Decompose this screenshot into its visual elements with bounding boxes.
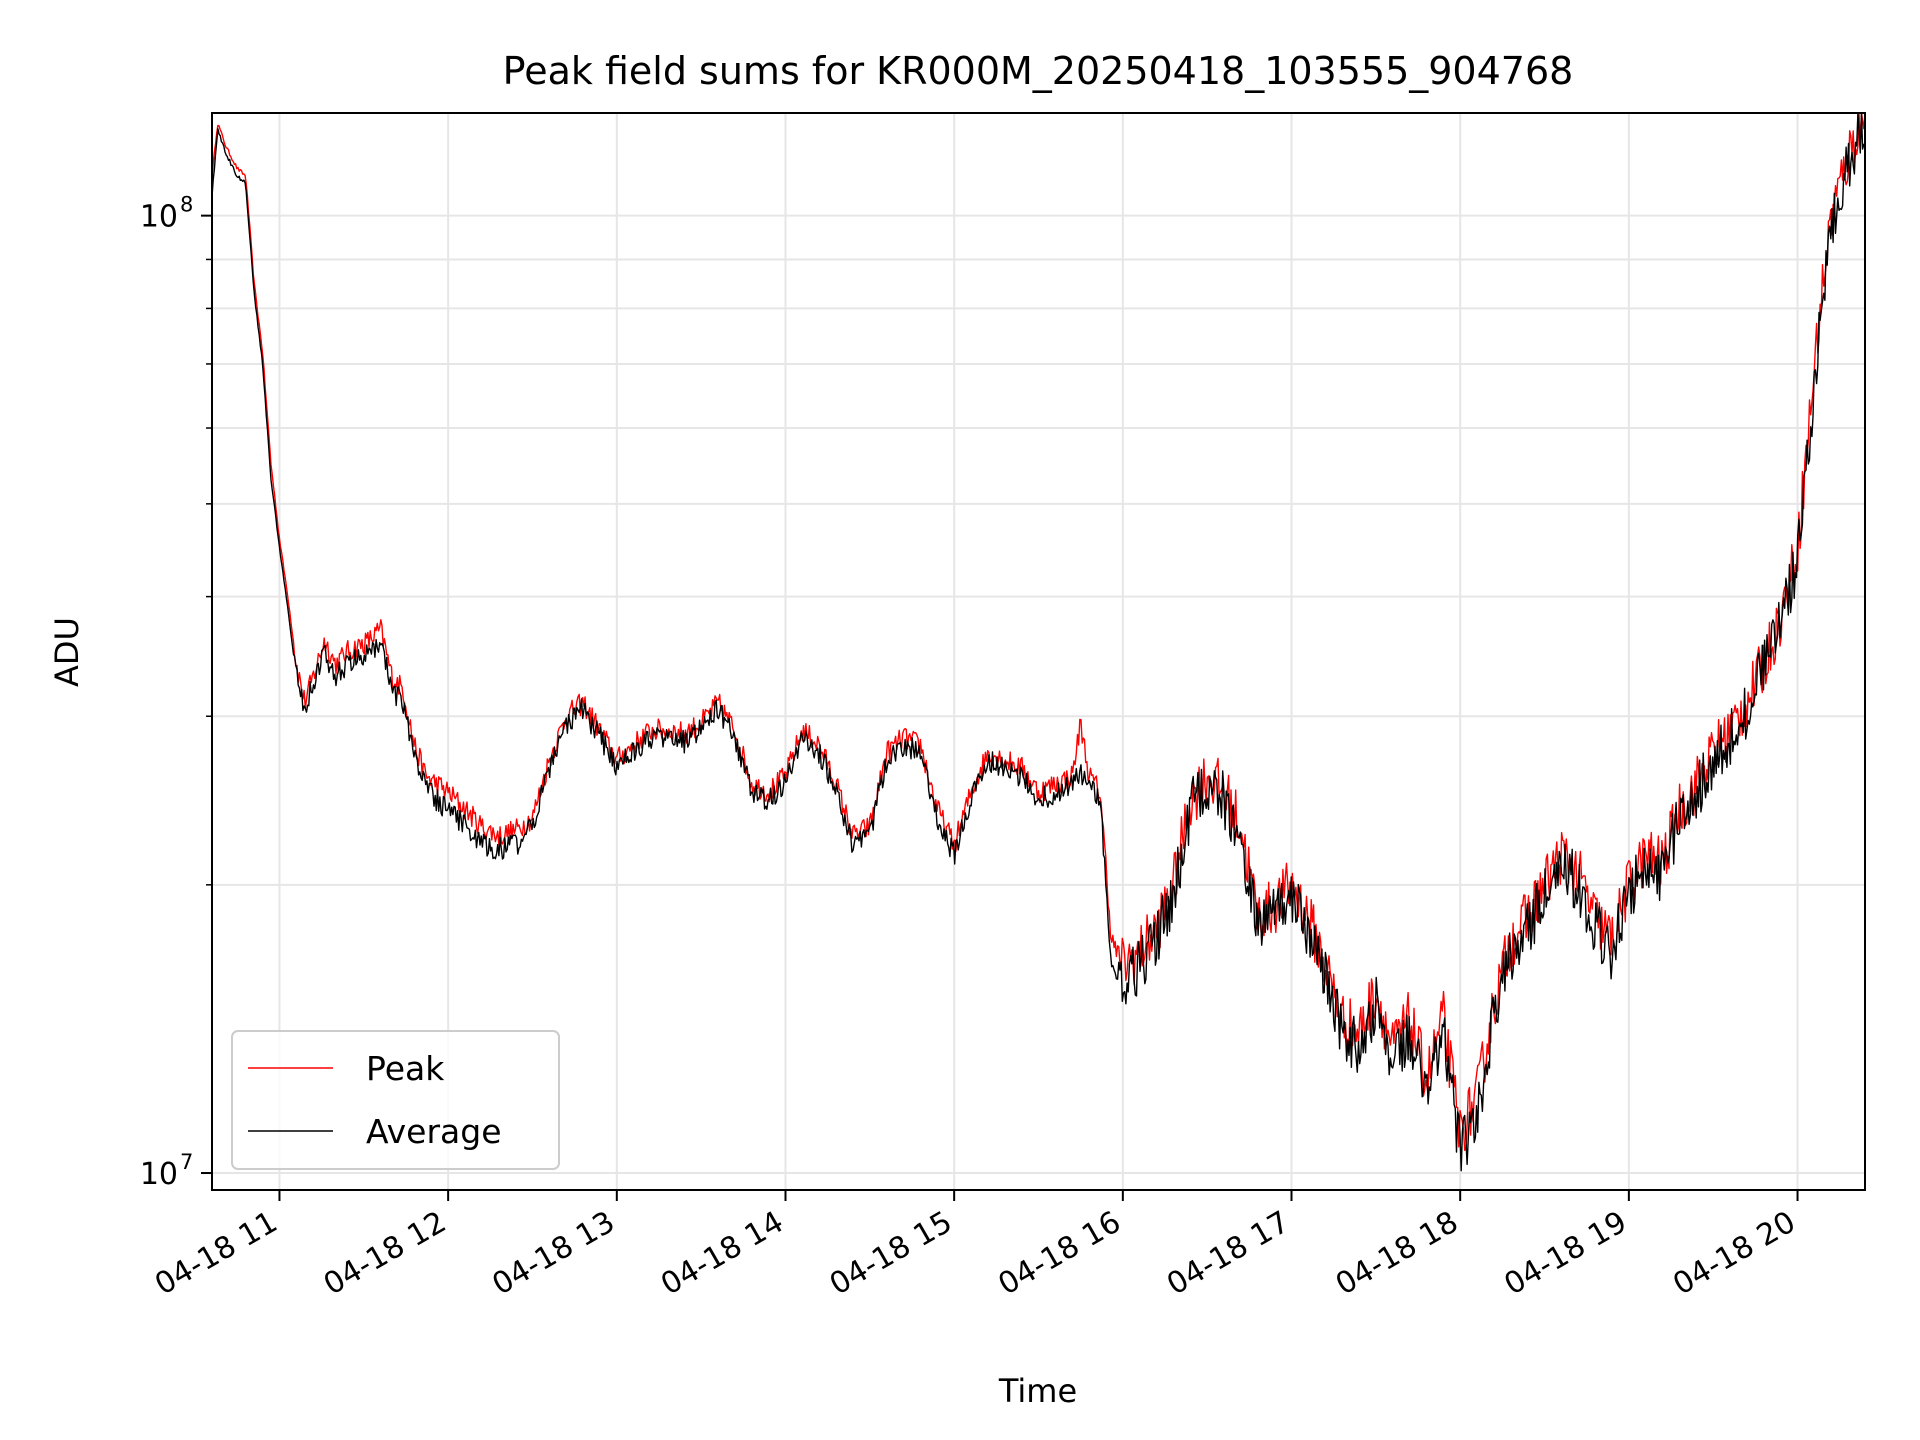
y-tick-exponent: 7: [180, 1150, 193, 1174]
legend-box: [231, 1030, 560, 1170]
legend-average-label: Average: [366, 1112, 502, 1151]
y-axis-label: ADU: [48, 617, 86, 687]
grid: [212, 113, 1865, 1190]
chart-title: Peak field sums for KR000M_20250418_1035…: [503, 49, 1574, 93]
plot-frame: [211, 112, 1866, 1191]
legend: Peak Average: [231, 1030, 560, 1170]
legend-peak-label: Peak: [366, 1049, 445, 1088]
series-line-peak: [211, 112, 1866, 1152]
x-axis-label: Time: [998, 1372, 1077, 1410]
y-tick-label: 10: [140, 200, 178, 235]
plot-area-background: [212, 113, 1865, 1190]
y-tick-label: 10: [140, 1157, 178, 1192]
series-layer: [211, 112, 1866, 1172]
y-tick-exponent: 8: [180, 193, 193, 217]
series-line-average: [211, 112, 1866, 1172]
